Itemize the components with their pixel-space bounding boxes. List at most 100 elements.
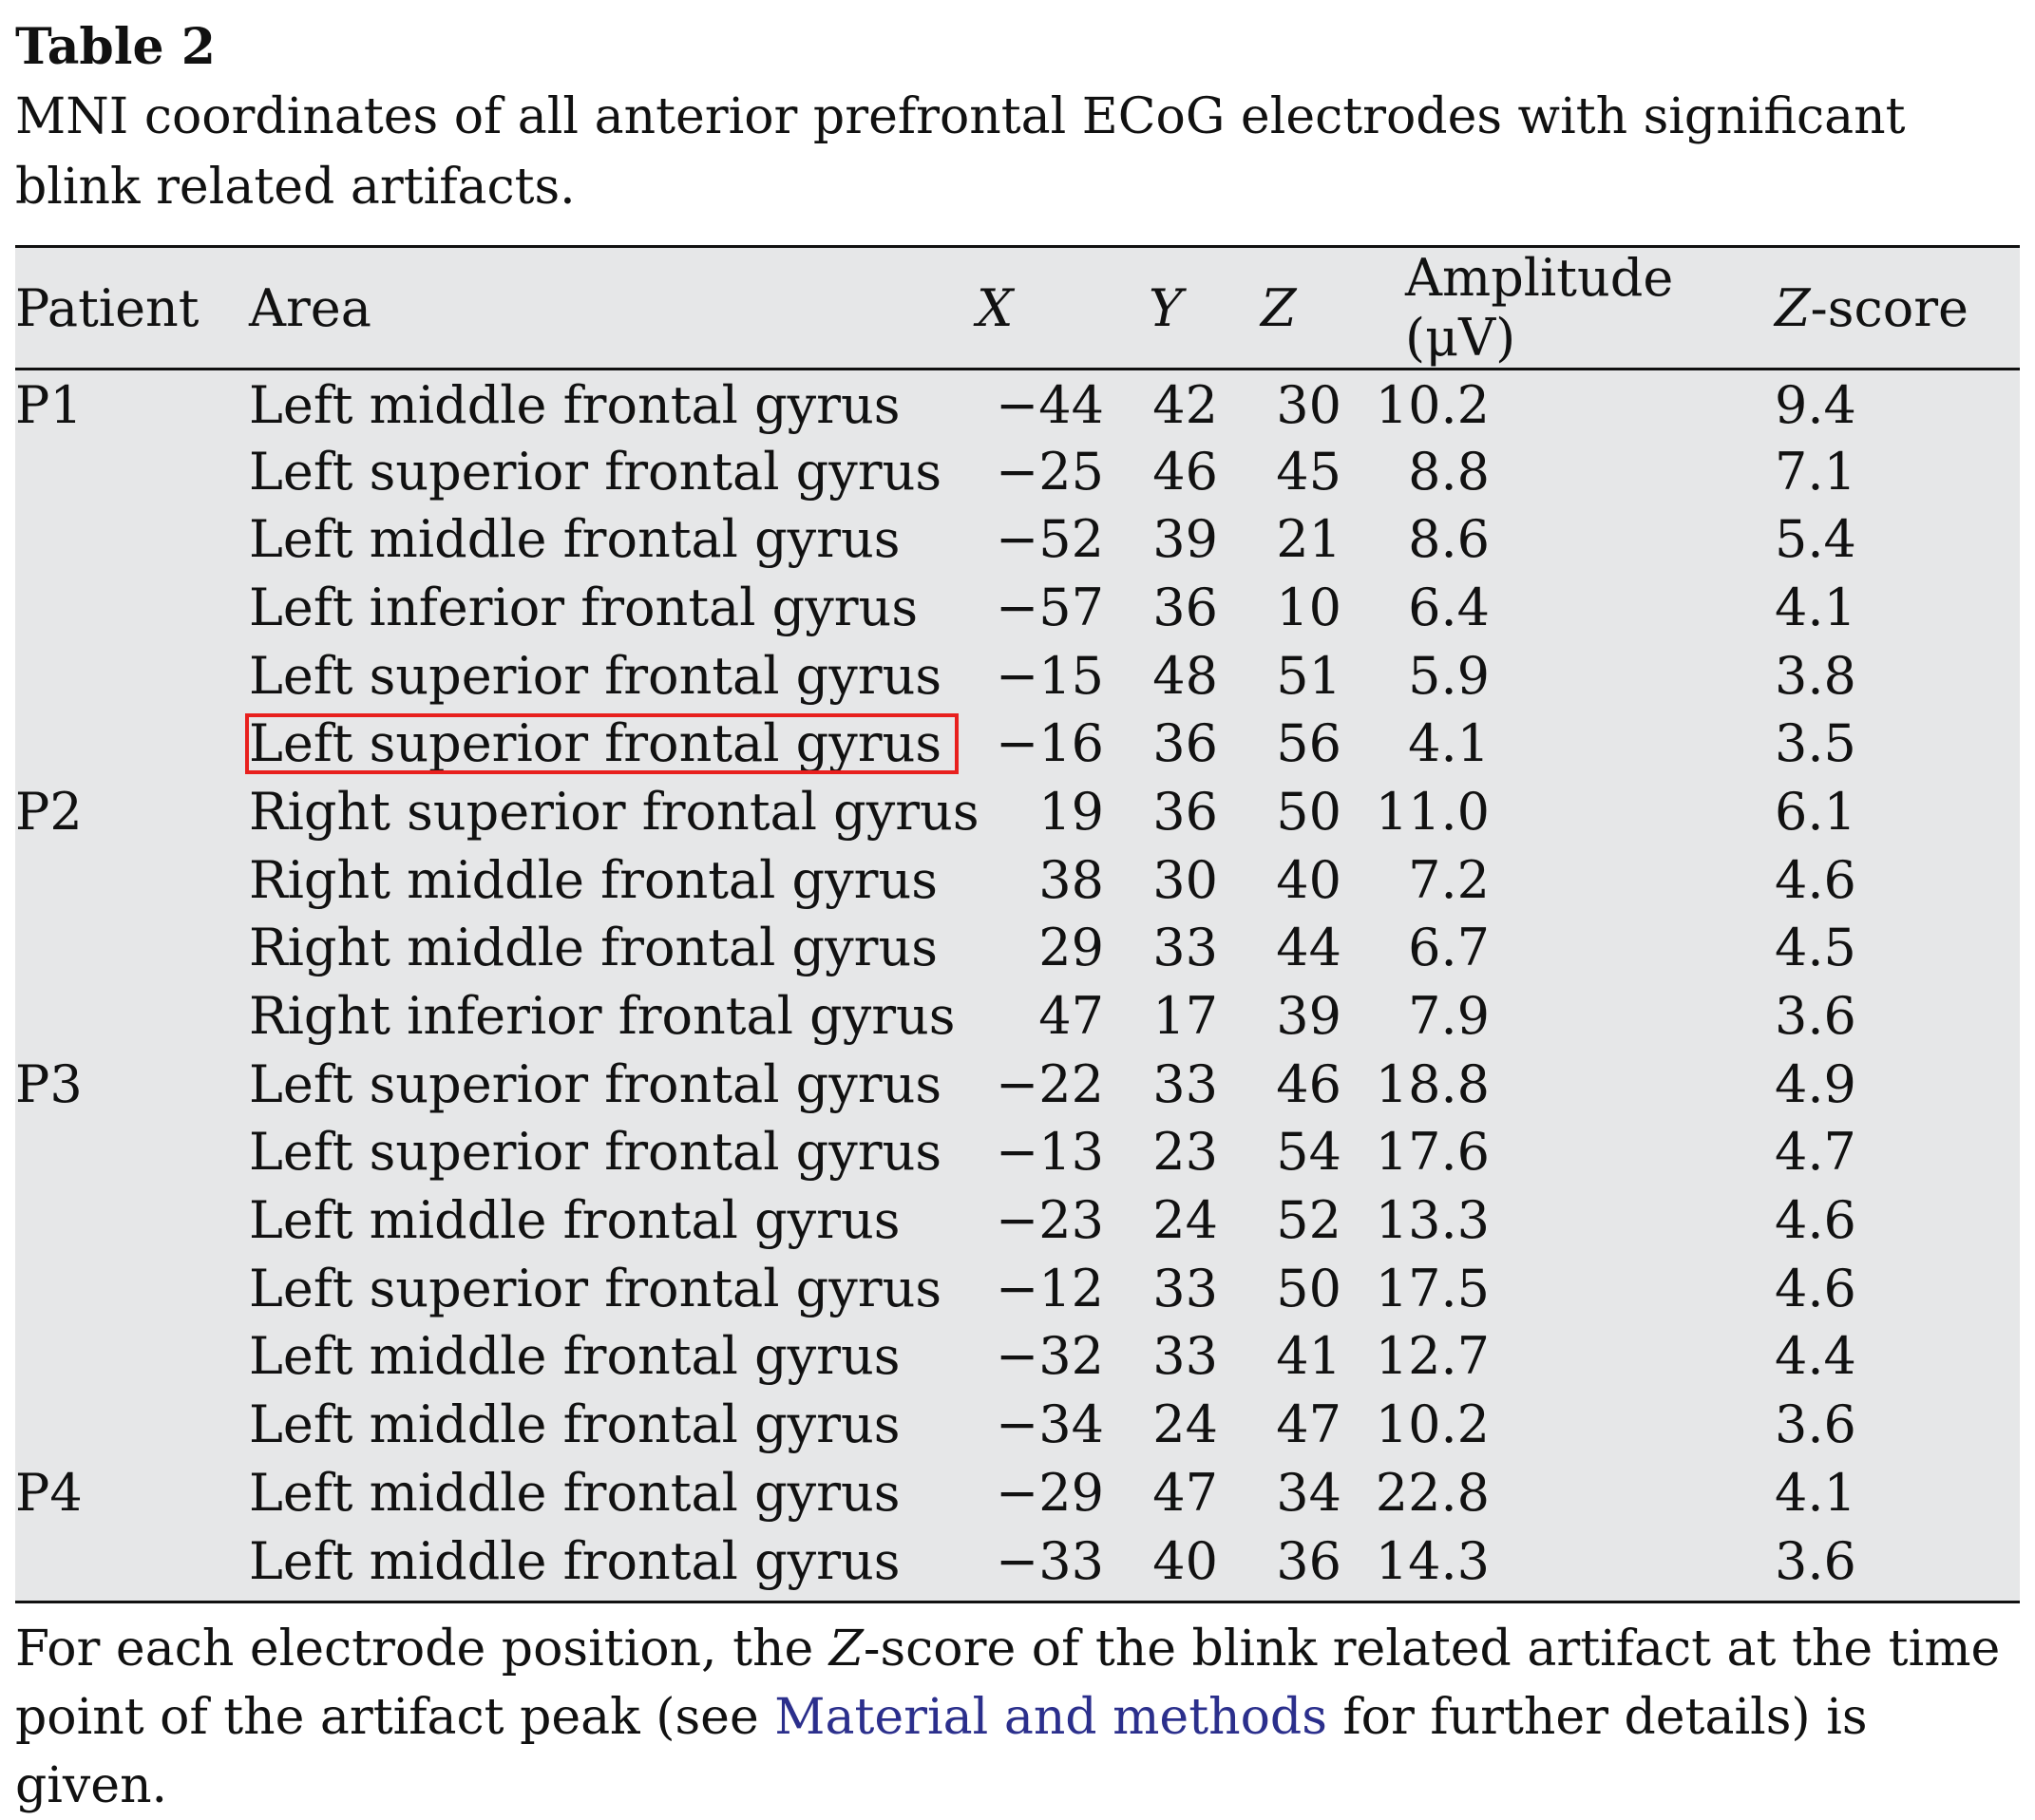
cell-patient <box>15 505 249 574</box>
cell-z: 34 <box>1276 1462 1341 1523</box>
cell-amplitude: 7.9 <box>1408 986 1490 1047</box>
table-row: Left superior frontal gyrus −16 36 56 4.1 3.5 <box>15 710 2020 778</box>
cell-x: −52 <box>996 509 1104 570</box>
cell-z: 51 <box>1276 645 1341 706</box>
cell-zscore: 4.1 <box>1775 577 1856 637</box>
cell-x: −15 <box>996 645 1104 706</box>
cell-y: 36 <box>1152 577 1218 637</box>
cell-z: 56 <box>1276 713 1341 774</box>
cell-x: −12 <box>996 1258 1104 1318</box>
header-zscore: Z-score <box>1775 248 2020 370</box>
table-title: Table 2 <box>15 18 216 76</box>
cell-area: Left middle frontal gyrus <box>249 1530 901 1591</box>
cell-zscore: 6.1 <box>1775 781 1856 842</box>
cell-x: −22 <box>996 1053 1104 1114</box>
table-row: Left superior frontal gyrus −12 33 50 17.5 4.… <box>15 1254 2020 1322</box>
footnote-text-1: For each electrode position, the <box>15 1621 829 1678</box>
cell-area: Left middle frontal gyrus <box>249 1462 901 1523</box>
cell-y: 42 <box>1152 374 1218 435</box>
cell-amplitude: 18.8 <box>1375 1053 1490 1114</box>
cell-patient: P4 <box>15 1462 83 1523</box>
cell-amplitude: 5.9 <box>1408 645 1490 706</box>
cell-zscore: 9.4 <box>1775 374 1856 435</box>
cell-zscore: 4.6 <box>1775 1190 1856 1251</box>
cell-patient <box>15 710 249 778</box>
cell-y: 46 <box>1152 441 1218 502</box>
cell-y: 33 <box>1152 1053 1218 1114</box>
cell-y: 23 <box>1152 1122 1218 1183</box>
cell-zscore: 4.4 <box>1775 1326 1856 1387</box>
cell-area: Left superior frontal gyrus <box>249 1053 942 1114</box>
cell-patient <box>15 1186 249 1255</box>
cell-area: Left superior frontal gyrus <box>249 441 942 502</box>
cell-z: 47 <box>1276 1394 1341 1455</box>
cell-x: −13 <box>996 1122 1104 1183</box>
cell-zscore: 3.6 <box>1775 1394 1856 1455</box>
table-row: Left superior frontal gyrus −25 46 45 8.8 7.1 <box>15 437 2020 505</box>
footnote-text-2: -score of the blink related artifact at … <box>15 1621 2001 1746</box>
table-row: Left inferior frontal gyrus −57 36 10 6.4 4.1 <box>15 574 2020 642</box>
cell-patient: P2 <box>15 781 83 842</box>
table-row: Left middle frontal gyrus −52 39 21 8.6 5.4 <box>15 505 2020 574</box>
cell-amplitude: 6.7 <box>1408 918 1490 978</box>
cell-area: Right middle frontal gyrus <box>249 918 938 978</box>
cell-zscore: 4.9 <box>1775 1053 1856 1114</box>
cell-area: Left middle frontal gyrus <box>249 509 901 570</box>
cell-x: −34 <box>996 1394 1104 1455</box>
cell-zscore: 4.5 <box>1775 918 1856 978</box>
cell-zscore: 3.8 <box>1775 645 1856 706</box>
cell-area: Left middle frontal gyrus <box>249 1394 901 1455</box>
table-row: Left middle frontal gyrus −23 24 52 13.3 4.6 <box>15 1186 2020 1255</box>
cell-patient: P3 <box>15 1053 83 1114</box>
header-zscore-rest: -score <box>1810 277 1969 338</box>
cell-amplitude: 8.8 <box>1408 441 1490 502</box>
cell-x: −29 <box>996 1462 1104 1523</box>
cell-amplitude: 10.2 <box>1375 374 1490 435</box>
cell-y: 36 <box>1152 713 1218 774</box>
table-body: P1 Left middle frontal gyrus −44 42 30 10.2 9.… <box>15 370 2020 1595</box>
cell-z: 36 <box>1276 1530 1341 1591</box>
cell-amplitude: 4.1 <box>1408 713 1490 774</box>
cell-y: 48 <box>1152 645 1218 706</box>
table-caption: MNI coordinates of all anterior prefront… <box>15 88 1906 216</box>
cell-y: 39 <box>1152 509 1218 570</box>
header-z: Z <box>1218 248 1341 370</box>
cell-z: 46 <box>1276 1053 1341 1114</box>
cell-patient <box>15 982 249 1051</box>
cell-area: Left inferior frontal gyrus <box>249 577 919 637</box>
cell-z: 41 <box>1276 1326 1341 1387</box>
cell-z: 50 <box>1276 781 1341 842</box>
cell-x: −57 <box>996 577 1104 637</box>
cell-x: 47 <box>1038 986 1104 1047</box>
cell-x: −23 <box>996 1190 1104 1251</box>
cell-zscore: 3.6 <box>1775 1530 1856 1591</box>
table-row: Right middle frontal gyrus 38 30 40 7.2 4.6 <box>15 845 2020 914</box>
table-row: P2 Right superior frontal gyrus 19 36 50 11.0… <box>15 778 2020 846</box>
highlighted-area-box: Left superior frontal gyrus <box>244 713 960 775</box>
material-methods-link[interactable]: Material and methods <box>774 1689 1327 1746</box>
cell-x: −16 <box>996 713 1104 774</box>
cell-patient <box>15 437 249 505</box>
header-x: X <box>971 248 1104 370</box>
cell-amplitude: 11.0 <box>1375 781 1490 842</box>
table-row: Right middle frontal gyrus 29 33 44 6.7 4.5 <box>15 914 2020 982</box>
cell-y: 30 <box>1152 849 1218 910</box>
header-patient: Patient <box>15 248 249 370</box>
table-row: Left middle frontal gyrus −34 24 47 10.2 3.6 <box>15 1391 2020 1459</box>
cell-z: 40 <box>1276 849 1341 910</box>
cell-z: 10 <box>1276 577 1341 637</box>
cell-zscore: 5.4 <box>1775 509 1856 570</box>
cell-amplitude: 10.2 <box>1375 1394 1490 1455</box>
cell-z: 54 <box>1276 1122 1341 1183</box>
cell-amplitude: 17.5 <box>1375 1258 1490 1318</box>
cell-z: 21 <box>1276 509 1341 570</box>
cell-area: Left middle frontal gyrus <box>249 1326 901 1387</box>
cell-z: 45 <box>1276 441 1341 502</box>
table-row: P4 Left middle frontal gyrus −29 47 34 22.8 4.… <box>15 1459 2020 1527</box>
cell-x: −25 <box>996 441 1104 502</box>
data-table-panel: Patient Area X Y Z Amplitude (μV) Z-scor… <box>15 245 2020 1603</box>
cell-patient <box>15 1526 249 1595</box>
cell-amplitude: 17.6 <box>1375 1122 1490 1183</box>
table-row: Left middle frontal gyrus −32 33 41 12.7 4.4 <box>15 1322 2020 1391</box>
cell-y: 33 <box>1152 1258 1218 1318</box>
